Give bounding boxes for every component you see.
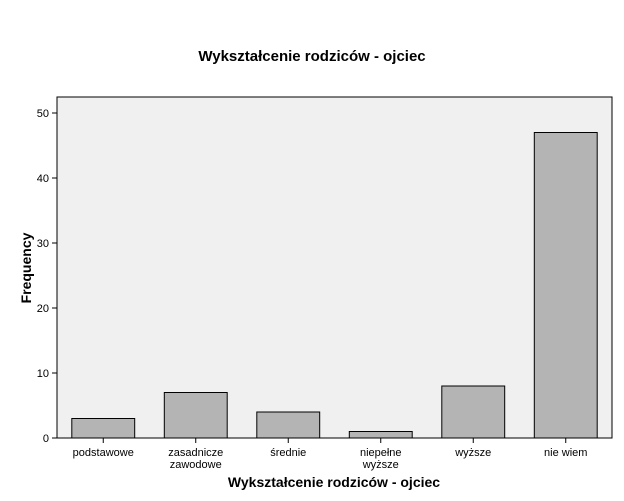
bar-1: [163, 392, 228, 439]
y-tick-label: 10: [37, 368, 49, 380]
x-tick-label: wyższe: [454, 447, 491, 459]
y-axis: 0 10 20 30 40 50: [37, 108, 57, 445]
plot-area: [56, 96, 613, 439]
y-axis-title: Frequency: [18, 232, 34, 303]
bar-2: [256, 411, 321, 439]
y-tick-label: 30: [37, 238, 49, 250]
chart-title: Wykształcenie rodziców - ojciec: [198, 48, 425, 65]
x-tick-label: zasadnicze zawodowe: [168, 447, 223, 471]
x-axis-title: Wykształcenie rodziców - ojciec: [228, 474, 440, 490]
y-tick-label: 20: [37, 303, 49, 315]
x-axis: podstawowe zasadnicze zawodowe średnie niepe…: [73, 438, 587, 471]
bar-0: [71, 418, 136, 439]
bar-4: [441, 385, 506, 439]
x-tick-label: niepełne wyższe: [360, 447, 402, 471]
y-tick-label: 0: [43, 433, 49, 445]
y-tick-label: 50: [37, 108, 49, 120]
x-tick-label: średnie: [270, 447, 306, 459]
x-tick-label: nie wiem: [544, 447, 587, 459]
x-tick-label: podstawowe: [73, 447, 134, 459]
bar-3: [348, 431, 413, 439]
bars: [71, 132, 598, 439]
bar-5: [533, 132, 598, 439]
y-tick-label: 40: [37, 173, 49, 185]
